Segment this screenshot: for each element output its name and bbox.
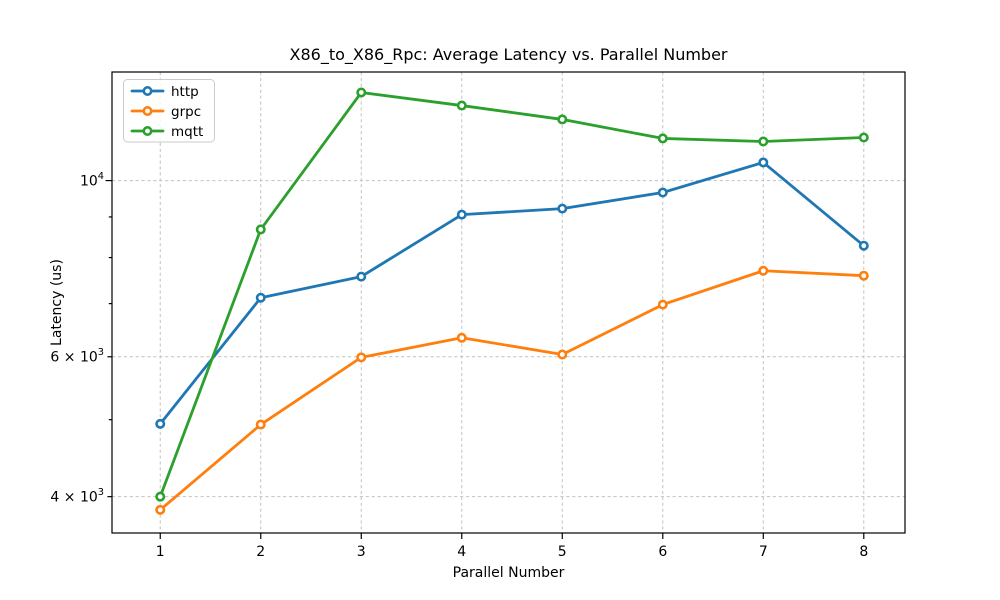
point-mqtt-8 xyxy=(858,132,869,143)
legend: http grpc mqtt xyxy=(123,79,215,143)
point-grpc-1 xyxy=(155,504,166,515)
series-lines xyxy=(155,87,869,515)
point-mqtt-6 xyxy=(657,133,668,144)
point-mqtt-7 xyxy=(758,136,769,147)
x-tick-labels: 1 2 3 4 5 6 7 8 xyxy=(156,544,868,560)
y-tick-label: 104 xyxy=(80,171,104,190)
y-tick-label: 4 × 103 xyxy=(50,487,104,506)
x-tick-label: 5 xyxy=(558,544,567,560)
legend-label-mqtt: mqtt xyxy=(171,124,203,140)
point-mqtt-3 xyxy=(356,87,367,98)
point-http-4 xyxy=(456,209,467,220)
point-grpc-3 xyxy=(356,352,367,363)
legend-label-http: http xyxy=(171,84,199,100)
line-mqtt xyxy=(158,91,866,499)
legend-marker-mqtt xyxy=(142,126,153,137)
line-grpc xyxy=(158,269,866,512)
point-http-3 xyxy=(356,271,367,282)
x-tick-label: 2 xyxy=(256,544,265,560)
point-http-2 xyxy=(255,292,266,303)
point-mqtt-1 xyxy=(155,491,166,502)
point-mqtt-4 xyxy=(456,100,467,111)
x-tick-label: 7 xyxy=(759,544,768,560)
point-grpc-8 xyxy=(858,270,869,281)
point-grpc-7 xyxy=(758,265,769,276)
point-grpc-2 xyxy=(255,419,266,430)
x-tick-label: 1 xyxy=(156,544,165,560)
chart-title: X86_to_X86_Rpc: Average Latency vs. Para… xyxy=(290,45,728,65)
axis-ticks xyxy=(105,179,865,539)
x-tick-label: 4 xyxy=(457,544,466,560)
x-tick-label: 6 xyxy=(658,544,667,560)
point-grpc-6 xyxy=(657,299,668,310)
line-http xyxy=(158,161,866,426)
point-http-1 xyxy=(155,418,166,429)
point-http-6 xyxy=(657,187,668,198)
legend-label-grpc: grpc xyxy=(171,104,201,120)
legend-marker-grpc xyxy=(142,106,153,117)
legend-marker-http xyxy=(142,86,153,97)
point-http-8 xyxy=(858,240,869,251)
x-tick-label: 3 xyxy=(357,544,366,560)
x-axis-label: Parallel Number xyxy=(453,565,565,581)
plot-border xyxy=(111,71,906,534)
point-http-7 xyxy=(758,157,769,168)
point-http-5 xyxy=(557,203,568,214)
point-mqtt-5 xyxy=(557,114,568,125)
point-grpc-4 xyxy=(456,332,467,343)
point-mqtt-2 xyxy=(255,224,266,235)
y-tick-label: 6 × 103 xyxy=(50,347,104,366)
x-tick-label: 8 xyxy=(859,544,868,560)
y-tick-labels: 104 6 × 103 4 × 103 xyxy=(50,171,104,506)
y-axis-label: Latency (us) xyxy=(49,259,65,346)
point-grpc-5 xyxy=(557,349,568,360)
